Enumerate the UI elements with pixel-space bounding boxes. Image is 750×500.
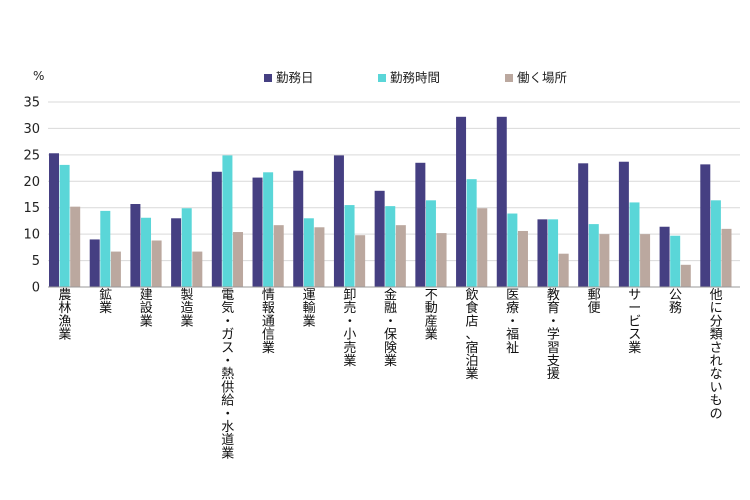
bar-1-12: [496, 116, 507, 287]
y-tick-label: 25: [23, 148, 40, 163]
y-tick-label: 10: [23, 228, 40, 243]
bar-2-3: [141, 217, 152, 287]
y-tick-label: 5: [32, 254, 40, 269]
category-label: 医療・福祉: [506, 288, 519, 356]
legend-swatch-1: [264, 74, 272, 82]
bar-2-13: [548, 219, 559, 287]
category-labels: 農林漁業 鉱業 建設業 製造業 電気・ガス・熱供給・水道業 情報通信業 運輸業 卸売・小売業 金…: [58, 287, 722, 461]
category-label: 鉱業: [99, 287, 112, 316]
bar-2-14: [588, 224, 599, 287]
bar-2-12: [507, 213, 518, 287]
y-tick-label: 20: [23, 175, 40, 190]
bar-1-10: [415, 162, 426, 287]
category-label: 卸売・小売業: [343, 287, 356, 369]
y-tick-label: 0: [32, 281, 40, 296]
category-label: 金融・保険業: [384, 287, 397, 369]
bar-1-4: [171, 218, 182, 287]
bar-3-12: [517, 230, 528, 287]
y-tick-label: 35: [23, 96, 40, 111]
legend: 勤務日 勤務時間 働く場所: [264, 70, 567, 85]
y-tick-label: 30: [23, 122, 40, 137]
category-label: 建設業: [140, 288, 153, 329]
bar-3-3: [151, 240, 162, 287]
category-label: 公務: [669, 288, 682, 316]
bar-3-1: [70, 206, 81, 287]
bars: [49, 116, 732, 287]
y-tick-label: 15: [23, 201, 40, 216]
bar-2-11: [466, 179, 477, 287]
y-axis-ticks: 0 5 10 15 20 25 30 35: [23, 96, 40, 296]
legend-label-2: 勤務時間: [390, 70, 440, 85]
bar-1-1: [49, 153, 59, 287]
bar-2-10: [425, 200, 436, 287]
bar-2-7: [303, 218, 314, 287]
bar-3-6: [273, 225, 284, 287]
bar-1-11: [456, 116, 467, 287]
category-label: 電気・ガス・熱供給・水道業: [221, 288, 234, 461]
category-label: 製造業: [181, 288, 194, 329]
bar-1-9: [374, 190, 385, 287]
bar-2-6: [263, 172, 274, 287]
bar-1-15: [618, 161, 629, 287]
bar-2-8: [344, 205, 355, 287]
bar-1-3: [130, 204, 141, 287]
bar-2-2: [100, 210, 111, 287]
bar-1-6: [252, 177, 263, 287]
bar-3-16: [680, 264, 691, 287]
bar-2-17: [710, 200, 721, 287]
bar-3-9: [395, 225, 406, 287]
bar-1-14: [578, 163, 589, 287]
bar-2-4: [181, 208, 192, 287]
category-label: 郵便: [588, 288, 601, 316]
bar-3-11: [477, 208, 488, 287]
bar-1-13: [537, 219, 548, 287]
category-label: 情報通信業: [262, 288, 275, 356]
bar-3-4: [192, 251, 203, 287]
bar-3-5: [233, 232, 244, 287]
legend-label-1: 勤務日: [276, 70, 314, 85]
bar-3-7: [314, 227, 325, 287]
bar-3-2: [110, 251, 121, 287]
legend-swatch-2: [378, 74, 386, 82]
category-label: 教育・学習支援: [547, 287, 560, 382]
legend-swatch-3: [505, 74, 513, 82]
bar-3-13: [558, 253, 569, 287]
bar-3-14: [599, 234, 610, 287]
bar-1-7: [293, 170, 304, 287]
bar-2-15: [629, 202, 640, 287]
bar-3-17: [721, 228, 732, 287]
bar-2-5: [222, 155, 233, 287]
bar-3-15: [640, 234, 651, 287]
bar-2-1: [59, 164, 70, 287]
bar-2-16: [670, 235, 681, 287]
bar-1-17: [700, 164, 711, 287]
legend-label-3: 働く場所: [517, 70, 567, 85]
category-label: 運輸業: [303, 288, 316, 329]
bar-1-8: [333, 155, 344, 287]
bar-2-9: [385, 206, 396, 287]
category-label: 不動産業: [425, 288, 438, 343]
bar-1-2: [89, 239, 100, 287]
bar-1-16: [659, 226, 670, 287]
category-label: 飲食店、宿泊業: [465, 287, 478, 382]
y-axis-unit: %: [33, 69, 44, 83]
category-label: 農林漁業: [58, 288, 71, 343]
category-label: サービス業: [628, 288, 641, 356]
category-label: 他に分類されないもの: [710, 288, 723, 422]
bar-1-5: [211, 171, 222, 287]
bar-3-8: [355, 235, 366, 287]
bar-3-10: [436, 233, 447, 287]
